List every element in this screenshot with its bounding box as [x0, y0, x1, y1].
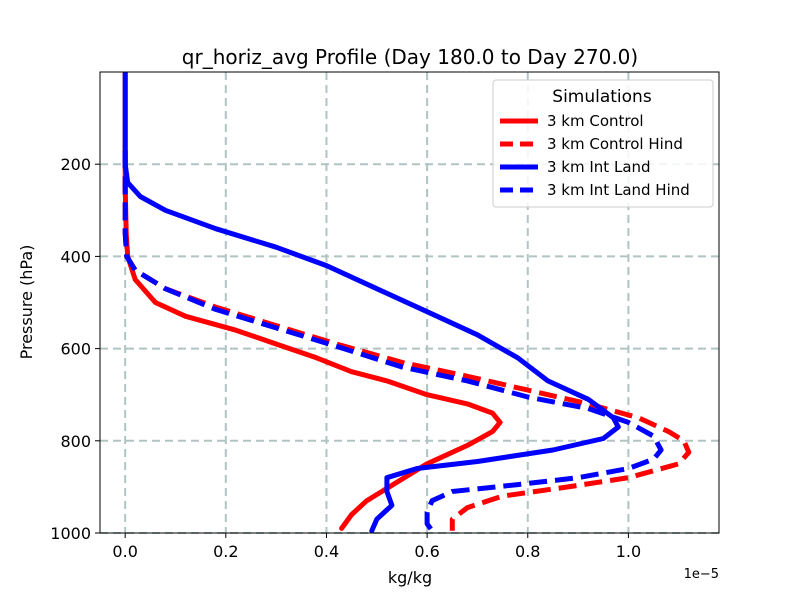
x-tick-label: 0.8	[515, 542, 540, 561]
plot-frame	[99, 71, 720, 534]
y-axis-label: Pressure (hPa)	[17, 245, 36, 360]
x-axis-label: kg/kg	[388, 568, 432, 587]
y-tick-label: 600	[60, 340, 91, 359]
y-tick-label: 400	[60, 247, 91, 266]
legend-label-1: 3 km Control Hind	[547, 135, 683, 153]
series-line-3	[122, 150, 664, 533]
series-line-2	[122, 72, 621, 533]
y-tick-label: 200	[60, 155, 91, 174]
y-tick-label: 1000	[50, 524, 91, 543]
x-tick-label: 0.4	[314, 542, 339, 561]
axes-frame	[99, 71, 720, 534]
legend: Simulations 3 km Control 3 km Control Hin…	[492, 79, 714, 208]
x-tick-label: 1.0	[616, 542, 641, 561]
chart-title: qr_horiz_avg Profile (Day 180.0 to Day 2…	[182, 45, 638, 69]
legend-label-2: 3 km Int Land	[547, 158, 651, 176]
x-tick-label: 0.6	[414, 542, 439, 561]
legend-title: Simulations	[552, 87, 652, 107]
x-tick-label: 0.0	[112, 542, 137, 561]
y-tick-label: 800	[60, 432, 91, 451]
x-offset-text: 1e−5	[684, 567, 719, 582]
series-layer	[122, 72, 692, 533]
x-tick-label: 0.2	[213, 542, 238, 561]
legend-label-0: 3 km Control	[547, 112, 644, 130]
legend-label-3: 3 km Int Land Hind	[547, 181, 690, 199]
legend-box	[492, 79, 714, 208]
ticks: 0.0 0.2 0.4 0.6 0.8 1.0 200 400 600 800 1000	[50, 155, 641, 561]
